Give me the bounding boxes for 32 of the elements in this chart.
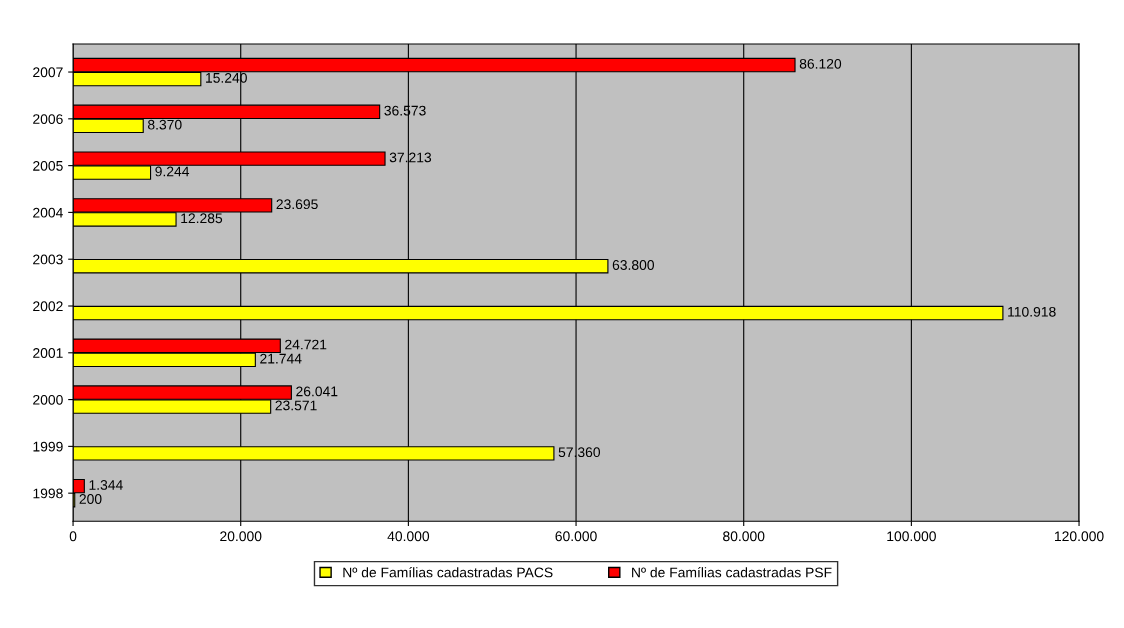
data-label: 21.744 (260, 353, 302, 364)
data-label: 12.285 (181, 213, 223, 224)
y-tick-label: 2000 (33, 394, 63, 405)
x-tick-label: 20.000 (220, 531, 262, 542)
data-label: 110.918 (1008, 306, 1056, 317)
data-label: 26.041 (296, 386, 338, 397)
data-label: 23.695 (276, 199, 318, 210)
data-label: 23.571 (275, 400, 317, 411)
legend-label: Nº de Famílias cadastradas PSF (632, 566, 832, 578)
y-tick-label: 2001 (33, 348, 63, 358)
data-label: 63.800 (612, 260, 655, 270)
y-tick-label: 1999 (33, 441, 63, 452)
x-tick-label: 0 (69, 531, 77, 542)
y-tick-label: 2003 (33, 254, 63, 265)
y-tick-label: 2002 (33, 301, 63, 312)
data-label: 9.244 (155, 166, 190, 177)
y-tick-label: 2006 (33, 114, 63, 124)
x-tick-label: 40.000 (387, 531, 430, 542)
legend-label: Nº de Famílias cadastradas PACS (343, 566, 553, 578)
data-label: 24.721 (285, 339, 327, 350)
x-tick-label: 120.000 (1055, 531, 1104, 542)
data-label: 8.370 (148, 119, 182, 130)
x-tick-label: 100.000 (887, 531, 936, 542)
data-label: 86.120 (799, 58, 842, 69)
y-tick-label: 2005 (33, 160, 63, 171)
data-label: 200 (79, 494, 102, 504)
x-tick-label: 80.000 (723, 531, 765, 542)
y-tick-label: 2004 (33, 207, 63, 218)
data-label: 1.344 (89, 480, 123, 490)
x-tick-label: 60.000 (555, 531, 597, 542)
y-tick-label: 1998 (33, 488, 63, 499)
y-tick-label: 2007 (33, 67, 63, 78)
